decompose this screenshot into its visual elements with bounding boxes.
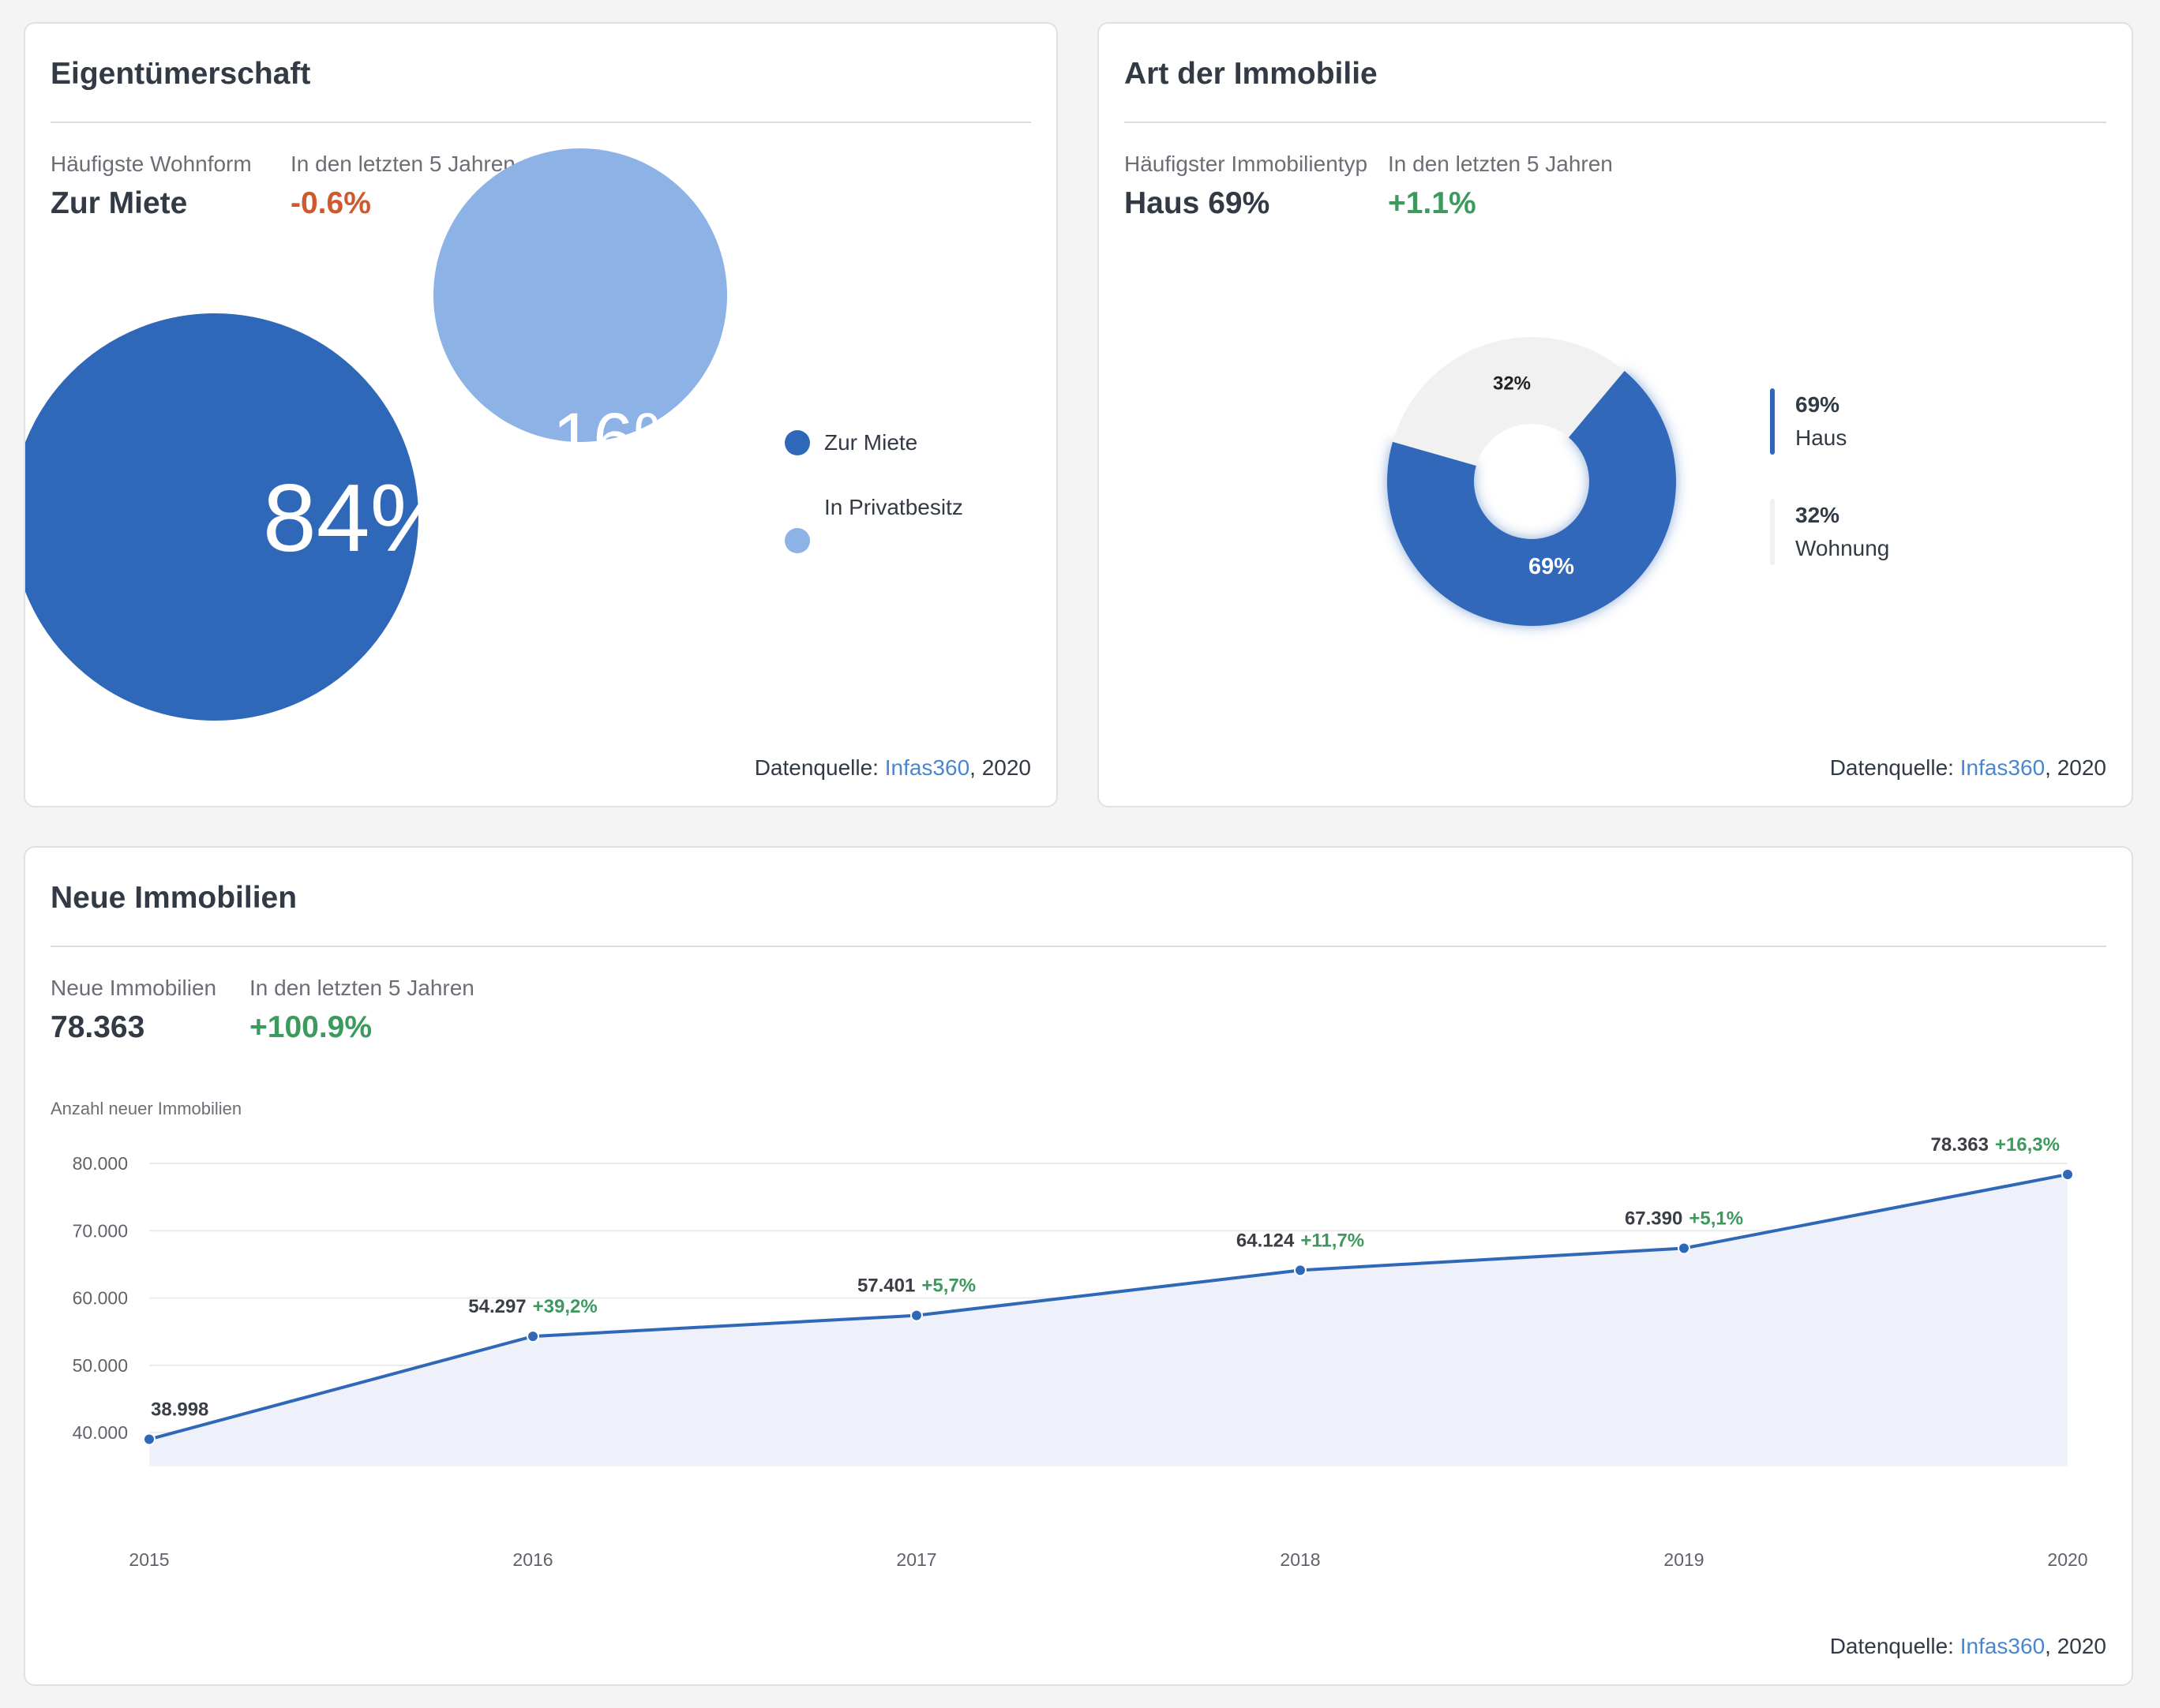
- property-source: Datenquelle: Infas360, 2020: [1830, 755, 2106, 781]
- new-properties-kpi1-value: 78.363: [51, 1010, 145, 1044]
- property-kpi2-value: +1.1%: [1388, 186, 1476, 220]
- property-kpi1-value: Haus 69%: [1124, 186, 1270, 220]
- legend-label-privatbesitz: In Privatbesitz: [824, 495, 963, 519]
- y-axis-title: Anzahl neuer Immobilien: [51, 1099, 242, 1118]
- legend-bar-wohnung: [1770, 499, 1775, 565]
- x-tick-label: 2015: [129, 1549, 169, 1570]
- donut-label-wohnung: 32%: [1493, 373, 1531, 395]
- y-tick-label: 80.000: [73, 1153, 128, 1174]
- value-label: 67.390: [1625, 1208, 1682, 1230]
- property-divider: [1124, 122, 2106, 123]
- ownership-card: Eigentümerschaft Häufigste Wohnform Zur …: [24, 22, 1058, 807]
- donut-slice-haus: [1387, 370, 1676, 626]
- source-link[interactable]: Infas360: [884, 755, 970, 780]
- change-label: +11,7%: [1300, 1230, 1364, 1251]
- ownership-divider: [51, 122, 1031, 123]
- ownership-kpi2-value: -0.6%: [291, 186, 371, 220]
- x-tick-label: 2019: [1663, 1549, 1704, 1570]
- value-label: 64.124: [1236, 1230, 1295, 1251]
- property-card: Art der Immobilie Häufigster Immobilient…: [1097, 22, 2133, 807]
- data-label: 67.390 +5,1%: [1625, 1208, 1743, 1230]
- new-properties-area-chart: Anzahl neuer Immobilien 40.000 50.000 60.0…: [51, 1099, 2088, 1570]
- property-kpi1-label: Häufigster Immobilientyp: [1124, 152, 1368, 176]
- bubble-privatbesitz: [433, 148, 727, 442]
- value-label: 38.998: [151, 1399, 208, 1421]
- bubble-label-privatbesitz: 16%: [553, 399, 698, 479]
- data-label: 38.998: [151, 1399, 208, 1421]
- data-point[interactable]: [1678, 1242, 1690, 1255]
- ownership-title: Eigentümerschaft: [51, 57, 311, 91]
- source-link[interactable]: Infas360: [1959, 755, 2046, 780]
- donut-label-haus: 69%: [1528, 554, 1574, 579]
- data-label: 78.363 +16,3%: [1931, 1134, 2060, 1156]
- new-properties-card: Neue Immobilien Neue Immobilien 78.363 I…: [24, 846, 2133, 1686]
- legend-item-haus: 69% Haus: [1770, 388, 1847, 455]
- ownership-kpi1-label: Häufigste Wohnform: [51, 152, 252, 176]
- data-label: 64.124 +11,7%: [1236, 1230, 1364, 1251]
- source-suffix: , 2020: [969, 755, 1031, 780]
- source-link[interactable]: Infas360: [1959, 1634, 2046, 1658]
- legend-item-wohnung: 32% Wohnung: [1770, 499, 1889, 565]
- new-properties-kpi2-label: In den letzten 5 Jahren: [249, 976, 474, 1000]
- legend-dot-zur-miete: [785, 430, 810, 455]
- new-properties-kpi2-value: +100.9%: [249, 1010, 373, 1044]
- ownership-kpi1-value: Zur Miete: [51, 186, 188, 220]
- y-tick-label: 40.000: [73, 1422, 128, 1443]
- value-label: 54.297: [468, 1296, 526, 1317]
- ownership-bubble-chart: 16% 84%: [25, 148, 727, 725]
- new-properties-kpi1-label: Neue Immobilien: [51, 976, 217, 1000]
- data-point[interactable]: [910, 1309, 923, 1322]
- area-fill: [149, 1174, 2068, 1466]
- bubble-label-zur-miete: 84%: [263, 464, 456, 571]
- source-prefix: Datenquelle:: [754, 755, 879, 780]
- data-point[interactable]: [527, 1330, 539, 1343]
- y-tick-label: 50.000: [73, 1355, 128, 1376]
- legend-pct-wohnung: 32%: [1795, 503, 1840, 527]
- ownership-source: Datenquelle: Infas360, 2020: [755, 755, 1031, 781]
- source-suffix: , 2020: [2045, 1634, 2106, 1658]
- change-label: +39,2%: [533, 1296, 598, 1317]
- legend-bar-haus: [1770, 388, 1775, 455]
- change-label: +5,7%: [921, 1275, 976, 1297]
- property-title: Art der Immobilie: [1124, 57, 1378, 91]
- value-label: 57.401: [857, 1275, 915, 1297]
- source-suffix: , 2020: [2045, 755, 2106, 780]
- y-tick-label: 70.000: [73, 1220, 128, 1241]
- ownership-kpi2-label: In den letzten 5 Jahren: [291, 152, 516, 176]
- x-tick-label: 2017: [896, 1549, 936, 1570]
- value-label: 78.363: [1931, 1134, 1989, 1156]
- new-properties-divider: [51, 946, 2106, 947]
- source-prefix: Datenquelle:: [1829, 755, 1954, 780]
- new-properties-source: Datenquelle: Infas360, 2020: [1830, 1634, 2106, 1659]
- x-tick-label: 2018: [1280, 1549, 1320, 1570]
- legend-name-haus: Haus: [1795, 425, 1847, 450]
- data-label: 54.297 +39,2%: [468, 1296, 597, 1317]
- new-properties-title: Neue Immobilien: [51, 881, 298, 915]
- change-label: +5,1%: [1689, 1208, 1743, 1230]
- change-label: +16,3%: [1995, 1134, 2060, 1156]
- bubble-zur-miete: [25, 309, 423, 725]
- legend-name-wohnung: Wohnung: [1795, 536, 1890, 560]
- property-donut-chart: 32% 69%: [1387, 337, 1676, 626]
- data-point[interactable]: [143, 1433, 156, 1446]
- data-point[interactable]: [1294, 1264, 1307, 1277]
- legend-item-privatbesitz: In Privatbesitz: [785, 491, 966, 553]
- property-kpi2-label: In den letzten 5 Jahren: [1388, 152, 1613, 176]
- legend-dot-privatbesitz: [785, 528, 810, 553]
- source-prefix: Datenquelle:: [1829, 1634, 1954, 1658]
- y-tick-label: 60.000: [73, 1288, 128, 1309]
- x-tick-label: 2016: [512, 1549, 553, 1570]
- legend-label-zur-miete: Zur Miete: [824, 430, 918, 455]
- series-line: [148, 1172, 2068, 1441]
- data-point[interactable]: [2061, 1167, 2074, 1181]
- legend-pct-haus: 69%: [1795, 392, 1840, 417]
- donut-slice-wohnung: [1393, 337, 1625, 466]
- data-label: 57.401 +5,7%: [857, 1275, 976, 1297]
- x-tick-label: 2020: [2047, 1549, 2087, 1570]
- legend-item-zur-miete: Zur Miete: [785, 426, 917, 459]
